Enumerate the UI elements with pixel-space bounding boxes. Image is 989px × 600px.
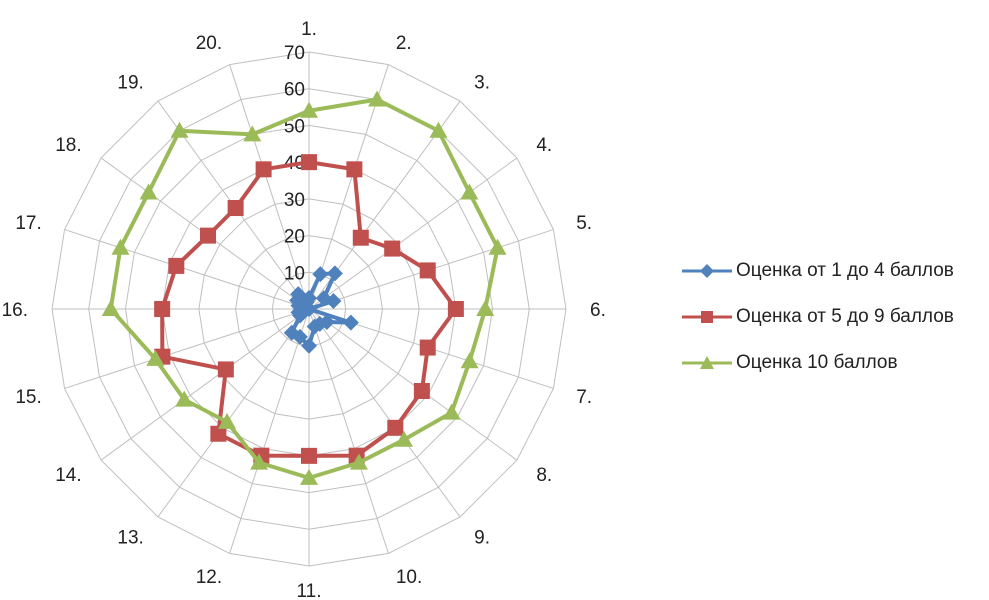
category-label: 3.: [474, 73, 490, 94]
data-point-square: [227, 200, 244, 217]
data-point-triangle: [101, 300, 120, 316]
data-point-triangle: [460, 352, 479, 369]
data-point-square: [217, 361, 234, 378]
category-label: 8.: [536, 465, 552, 486]
category-label: 1.: [301, 19, 317, 40]
data-point-square: [301, 447, 317, 464]
data-point-diamond: [290, 286, 307, 303]
category-label: 4.: [536, 135, 552, 156]
category-label: 12.: [196, 567, 222, 588]
data-point-triangle: [146, 349, 165, 366]
data-point-square: [255, 161, 272, 178]
tick-label: 60: [284, 80, 305, 101]
category-label: 20.: [196, 33, 222, 54]
tick-label: 20: [284, 227, 305, 248]
data-point-triangle: [139, 183, 158, 200]
legend-swatch-square: [682, 311, 732, 323]
data-point-diamond: [312, 266, 329, 283]
category-label: 10.: [396, 567, 422, 588]
grid-spoke: [308, 308, 518, 461]
data-point-square: [200, 227, 217, 244]
grid-spoke: [100, 308, 310, 461]
category-label: 17.: [15, 213, 41, 234]
category-label: 11.: [296, 581, 321, 600]
data-point-diamond: [298, 294, 315, 311]
chart-legend: Оценка от 1 до 4 баллов Оценка от 5 до 9…: [680, 248, 954, 386]
tick-label: 70: [284, 43, 305, 64]
series-1: [283, 265, 359, 354]
category-label: 6.: [590, 300, 606, 321]
series-2: [154, 154, 464, 464]
data-point-diamond: [283, 324, 300, 341]
grid-spoke: [308, 308, 461, 518]
data-point-diamond: [342, 314, 359, 331]
grid-spoke: [308, 308, 389, 554]
data-point-square: [346, 161, 363, 178]
data-point-triangle: [394, 430, 413, 447]
legend-item-series-1: Оценка от 1 до 4 баллов: [680, 248, 954, 294]
grid-spoke: [229, 308, 310, 554]
data-point-triangle: [476, 300, 495, 316]
grid-spoke: [157, 308, 310, 518]
data-point-square: [413, 383, 430, 400]
data-point-diamond: [325, 293, 342, 310]
data-point-square: [419, 339, 436, 356]
legend-label: Оценка от 5 до 9 баллов: [736, 306, 954, 327]
legend-swatch-diamond: [682, 264, 732, 278]
data-point-triangle: [460, 183, 479, 200]
grid-spoke: [308, 157, 518, 310]
data-point-square: [154, 301, 171, 317]
legend-item-series-3: Оценка 10 баллов: [680, 340, 954, 386]
data-point-triangle: [175, 390, 194, 407]
data-point-square: [210, 425, 227, 442]
category-label: 13.: [117, 527, 143, 548]
category-label: 15.: [15, 387, 41, 408]
category-label: 14.: [55, 465, 81, 486]
category-labels: 1. 2. 3. 4. 5. 6. 7. 8. 9. 10. 11. 12. 13. 14. 15. 16. 1…: [2, 19, 606, 600]
data-point-square: [384, 240, 401, 257]
data-point-triangle: [300, 468, 318, 485]
data-point-diamond: [326, 265, 343, 282]
category-label: 19.: [117, 73, 143, 94]
data-point-triangle: [349, 453, 368, 470]
series-3: [101, 90, 507, 485]
category-label: 18.: [55, 135, 81, 156]
category-label: 7.: [576, 387, 592, 408]
legend-label: Оценка от 1 до 4 баллов: [736, 260, 954, 281]
legend-label: Оценка 10 баллов: [736, 352, 898, 373]
data-point-triangle: [250, 453, 269, 470]
series-layer: [101, 90, 507, 485]
data-point-square: [168, 257, 185, 274]
data-point-triangle: [217, 412, 236, 429]
radial-tick-labels: 010203040506070: [284, 43, 305, 321]
data-point-square: [301, 154, 317, 171]
data-point-triangle: [429, 121, 448, 138]
category-label: 16.: [2, 300, 28, 321]
tick-label: 10: [284, 263, 305, 284]
data-point-square: [352, 229, 369, 246]
grid-spoke: [64, 308, 310, 389]
legend-swatch-triangle: [682, 356, 732, 369]
category-label: 2.: [396, 33, 412, 54]
data-point-triangle: [368, 90, 387, 107]
data-point-triangle: [243, 125, 262, 142]
tick-label: 30: [284, 190, 305, 211]
category-label: 9.: [474, 527, 490, 548]
grid-spoke: [229, 64, 310, 310]
data-point-triangle: [300, 101, 318, 118]
data-point-diamond: [301, 337, 317, 354]
data-point-diamond: [306, 318, 323, 335]
category-label: 5.: [576, 213, 592, 234]
data-point-square: [419, 262, 436, 279]
tick-label: 50: [284, 116, 305, 137]
data-point-triangle: [111, 238, 130, 255]
data-point-triangle: [442, 403, 461, 420]
grid-spoke: [64, 229, 310, 310]
data-point-triangle: [170, 121, 189, 138]
data-point-square: [447, 301, 464, 317]
data-point-square: [387, 419, 404, 436]
data-point-triangle: [488, 238, 507, 255]
legend-item-series-2: Оценка от 5 до 9 баллов: [680, 294, 954, 340]
